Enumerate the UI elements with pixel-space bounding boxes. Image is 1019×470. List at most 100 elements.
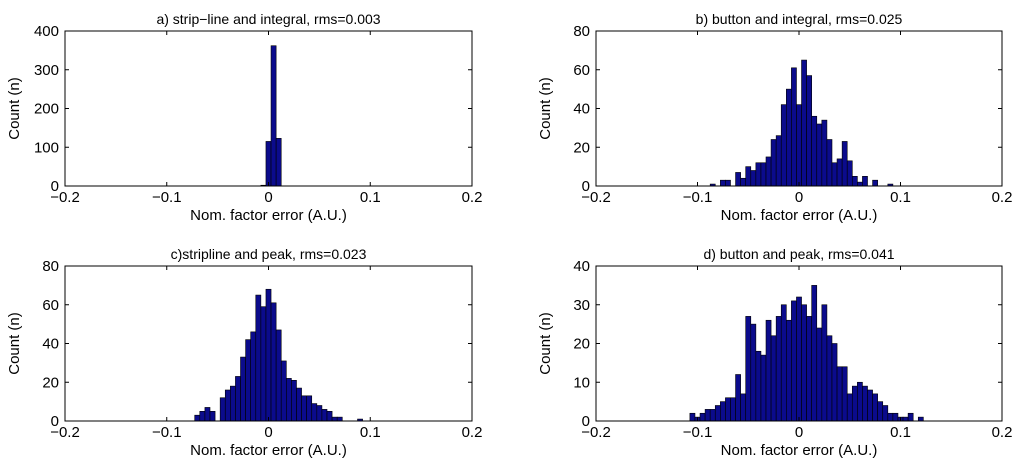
histogram-bar (336, 416, 343, 422)
y-tick-label: 10 (573, 374, 590, 391)
histogram-bar (745, 166, 752, 187)
histogram-bar (740, 177, 747, 187)
histogram-bar (826, 335, 833, 422)
x-tick-label: 0 (264, 189, 272, 206)
histogram-bar (841, 141, 848, 187)
histogram-bar (872, 393, 878, 422)
y-tick-label: 80 (42, 258, 59, 275)
x-tick-label: −0.2 (50, 189, 80, 206)
histogram-bar (240, 356, 246, 422)
histogram-bar (725, 179, 731, 187)
histogram-bar (270, 45, 277, 187)
histogram-bar (806, 75, 812, 187)
histogram-bar (755, 162, 762, 187)
histogram-bar (760, 162, 767, 187)
panel-c: −0.2 −0.1 0 0.1 0.2 0 20 40 60 80 c)stripline and … (6, 246, 482, 459)
y-tick-label: 200 (34, 101, 59, 118)
histogram-bar (775, 316, 782, 422)
histogram-bar (235, 376, 241, 422)
histogram-bar (801, 59, 807, 187)
histogram-bar (791, 300, 797, 422)
y-tick-label: 0 (51, 413, 59, 430)
histogram-bar (765, 319, 772, 422)
histogram-bar (816, 327, 823, 422)
y-axis-label: Count (n) (6, 77, 23, 140)
x-tick-label: 0.2 (462, 424, 483, 441)
histogram-bar (872, 179, 878, 187)
chart-title: b) button and integral, rms=0.025 (696, 11, 903, 27)
histogram-bar (209, 411, 216, 422)
histogram-bar (245, 339, 251, 422)
histogram-bar (326, 411, 333, 422)
x-tick-label: 0.1 (360, 424, 381, 441)
y-tick-label: 60 (42, 297, 59, 314)
panel-d: −0.2 −0.1 0 0.1 0.2 0 10 20 30 40 d) button and pe… (537, 246, 1012, 459)
histogram-bar (699, 412, 706, 422)
histogram-bar (882, 405, 889, 422)
histogram-bar (841, 366, 848, 422)
histogram-bar (760, 354, 767, 422)
histogram-bar (291, 380, 297, 422)
histogram-bar (275, 329, 282, 422)
x-axis-label: Nom. factor error (A.U.) (721, 442, 878, 459)
x-tick-label: 0.1 (890, 424, 911, 441)
histogram-bar (704, 409, 711, 422)
x-axis-label: Nom. factor error (A.U.) (721, 207, 878, 224)
histogram-bar (791, 67, 797, 187)
y-tick-label: 80 (573, 23, 590, 40)
histogram-bar (735, 374, 741, 422)
histogram-bar (745, 316, 752, 422)
y-tick-label: 100 (34, 139, 59, 156)
histogram-bar (811, 285, 818, 422)
y-tick-label: 20 (42, 374, 59, 391)
y-tick-label: 0 (51, 178, 59, 195)
histogram-bar (836, 158, 843, 187)
histogram-bar (806, 316, 812, 422)
histogram-bar (204, 407, 211, 422)
panel-a: −0.2 −0.1 0 0.1 0.2 0 100 200 300 400 a) strip−lin… (6, 11, 482, 224)
histogram-bar (255, 294, 262, 422)
histogram-bar (857, 181, 863, 187)
histogram-bar (750, 323, 757, 422)
y-tick-label: 0 (582, 178, 590, 195)
histogram-bar (280, 360, 287, 422)
y-axis-label: Count (n) (6, 312, 23, 375)
x-tick-label: −0.1 (683, 424, 713, 441)
histogram-bar (902, 416, 909, 422)
histogram-bar (331, 416, 338, 422)
histogram-bar (260, 306, 267, 422)
y-tick-label: 40 (42, 336, 59, 353)
y-axis-label: Count (n) (537, 312, 554, 375)
histogram-bar (862, 176, 868, 187)
x-tick-label: −0.1 (152, 424, 182, 441)
histogram-bar (219, 397, 226, 422)
histogram-bar (917, 416, 924, 422)
histogram-bar (755, 350, 762, 422)
histogram-bar (709, 409, 716, 422)
y-tick-label: 20 (573, 139, 590, 156)
histogram-bar (857, 381, 863, 422)
y-tick-label: 20 (573, 336, 590, 353)
histogram-bar (306, 395, 313, 422)
histogram-bar (887, 412, 894, 422)
x-tick-label: 0 (795, 189, 803, 206)
histogram-bar (199, 411, 206, 422)
histogram-bar (821, 304, 828, 422)
histogram-bar (851, 385, 858, 422)
histogram-bar (846, 160, 853, 187)
histogram-bar (877, 401, 884, 422)
histogram-bar (862, 385, 868, 422)
histogram-bar (780, 104, 787, 187)
panel-b: −0.2 −0.1 0 0.1 0.2 0 20 40 60 80 b) button and in… (537, 11, 1012, 224)
x-tick-label: 0.1 (360, 189, 381, 206)
histogram-bar (836, 366, 843, 422)
x-axis-label: Nom. factor error (A.U.) (190, 207, 347, 224)
histogram-bar (775, 135, 782, 187)
histogram-bar (765, 156, 772, 187)
histogram-bar (689, 412, 696, 422)
histogram-bar (194, 414, 201, 422)
histogram-bar (770, 139, 777, 187)
y-tick-label: 400 (34, 23, 59, 40)
x-tick-label: 0.2 (462, 189, 483, 206)
y-tick-label: 0 (582, 413, 590, 430)
